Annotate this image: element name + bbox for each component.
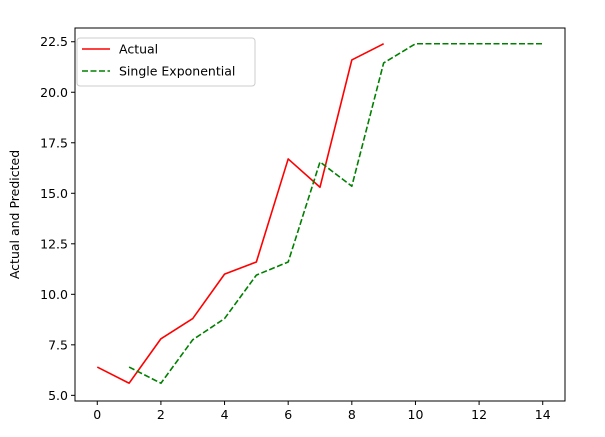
y-tick-label: 7.5 bbox=[48, 337, 68, 352]
x-tick-label: 6 bbox=[284, 407, 292, 422]
legend: Actual Single Exponential bbox=[76, 37, 256, 87]
plot-frame bbox=[74, 27, 566, 402]
x-tick-label: 12 bbox=[471, 407, 487, 422]
y-axis-label: Actual and Predicted bbox=[7, 150, 22, 279]
y-tick-label: 10.0 bbox=[40, 287, 68, 302]
x-tick-label: 2 bbox=[157, 407, 165, 422]
y-tick-label: 5.0 bbox=[48, 388, 68, 403]
legend-box bbox=[76, 37, 256, 87]
x-tick-label: 14 bbox=[535, 407, 551, 422]
x-tick-label: 4 bbox=[221, 407, 229, 422]
x-tick-label: 10 bbox=[408, 407, 424, 422]
series-line-1 bbox=[96, 43, 385, 385]
y-tick-label: 12.5 bbox=[40, 236, 68, 251]
y-tick-label: 15.0 bbox=[40, 186, 68, 201]
x-tick-label: 8 bbox=[348, 407, 356, 422]
y-tick-label: 20.0 bbox=[40, 85, 68, 100]
axis-ticks: 0 2 4 6 8 10 12 14 5.0 7.5 10.0 12.5 15.0 17.5 20.0 22.… bbox=[40, 34, 551, 422]
series-lines bbox=[96, 42, 543, 385]
legend-label-2: Single Exponential bbox=[119, 64, 235, 79]
y-tick-label: 17.5 bbox=[40, 135, 68, 150]
legend-label-1: Actual bbox=[119, 42, 158, 57]
y-tick-label: 22.5 bbox=[40, 34, 68, 49]
series-line-2 bbox=[128, 42, 543, 385]
x-tick-label: 0 bbox=[93, 407, 101, 422]
